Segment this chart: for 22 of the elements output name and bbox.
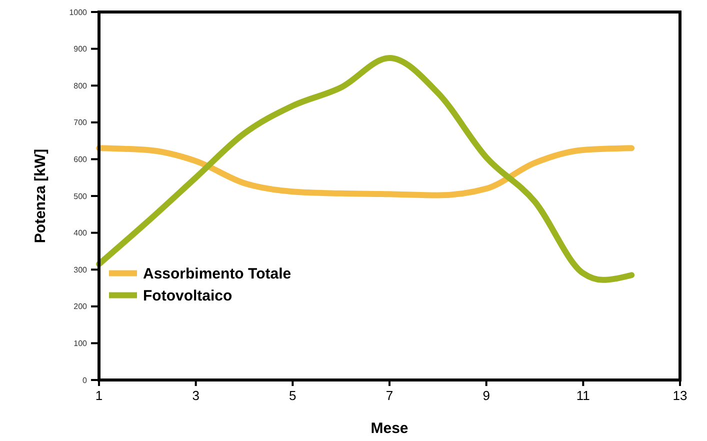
legend-label: Fotovoltaico [143,288,232,305]
y-tick-label: 700 [74,118,88,128]
x-tick-label: 1 [95,388,103,403]
x-tick-label: 13 [672,388,688,403]
x-tick-label: 5 [289,388,296,403]
y-tick-label: 400 [74,228,88,238]
y-tick-label: 300 [74,265,88,274]
x-tick-label: 3 [192,388,200,403]
y-tick-label: 600 [74,155,88,164]
x-axis-title: Mese [370,420,408,437]
y-tick-label: 0 [82,376,88,385]
y-tick-label: 200 [74,302,88,312]
y-tick-label: 100 [74,339,88,348]
x-tick-label: 9 [482,388,490,403]
x-tick-label: 11 [576,388,590,403]
y-tick-label: 1000 [69,8,88,17]
y-tick-label: 900 [74,44,88,54]
y-axis-title: Potenza [kW] [32,148,49,244]
y-tick-label: 800 [74,81,88,90]
y-tick-label: 500 [74,192,88,201]
legend-label: Assorbimento Totale [143,266,292,283]
x-tick-label: 7 [386,388,394,403]
